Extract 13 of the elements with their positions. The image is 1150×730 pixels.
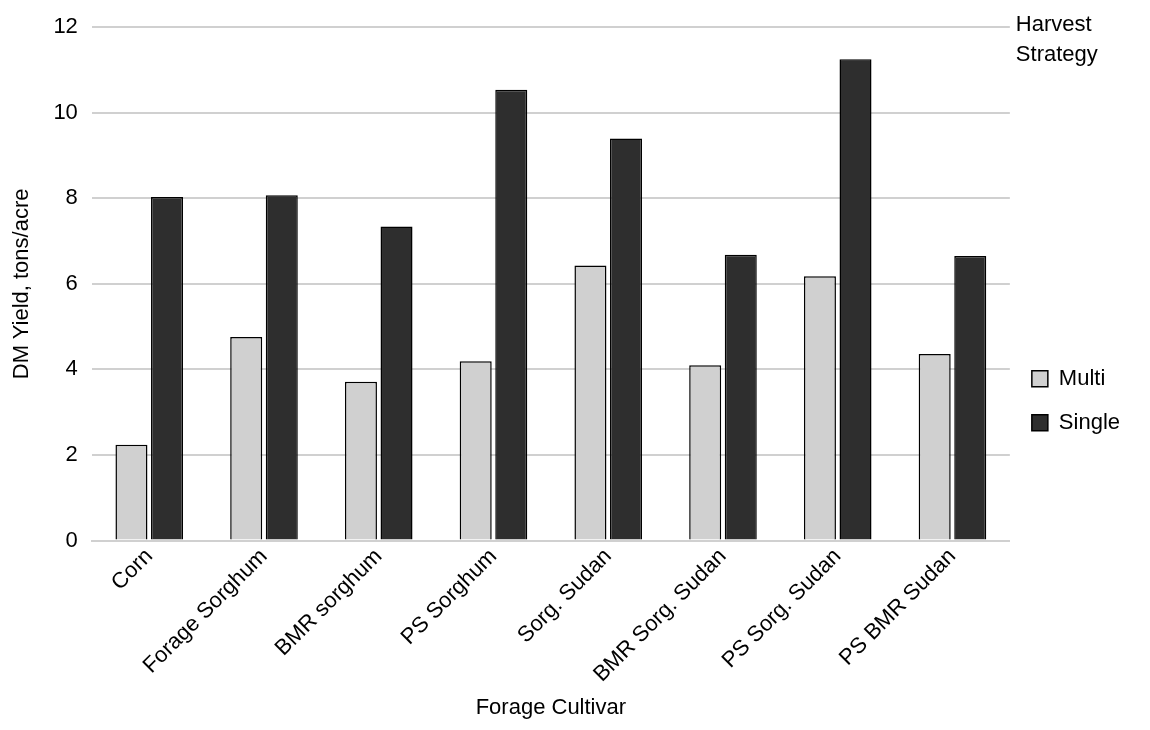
y-tick-label: 12 (53, 13, 78, 39)
y-axis-title: DM Yield, tons/acre (8, 188, 34, 380)
x-tick-label: Corn (105, 543, 158, 595)
legend-label: Single (1058, 408, 1120, 434)
y-tick-label: 0 (65, 526, 78, 552)
y-tick-label: 8 (65, 184, 78, 210)
y-tick-label: 4 (65, 355, 78, 381)
y-tick-label: 10 (53, 98, 78, 124)
legend-title: Harvest Strategy (1015, 11, 1098, 67)
y-tick-label: 2 (65, 441, 78, 467)
y-tick-label: 6 (65, 269, 78, 295)
x-axis-title: Forage Cultivar (475, 693, 627, 719)
legend-label: Multi (1058, 364, 1106, 390)
